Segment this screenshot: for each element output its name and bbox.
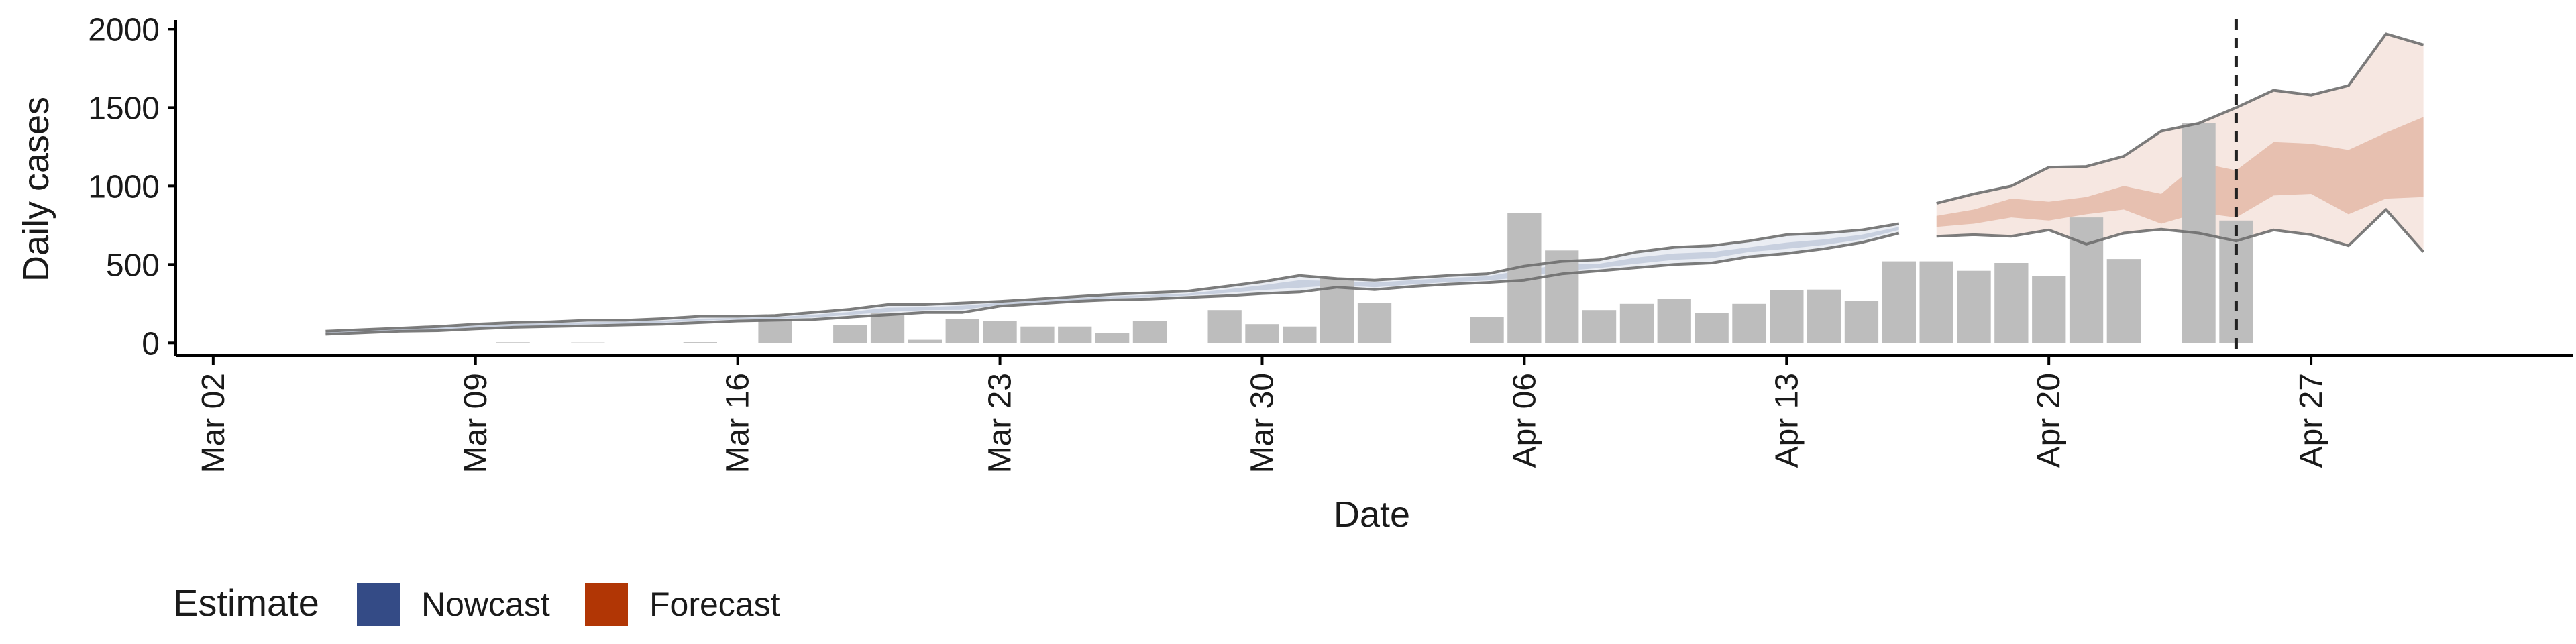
- legend-label-forecast: Forecast: [649, 586, 780, 623]
- forecast-inner-band: [1936, 117, 2424, 227]
- bar: [1657, 299, 1691, 343]
- x-tick-label: Apr 06: [1507, 373, 1542, 468]
- bar: [1619, 303, 1654, 343]
- bar: [1919, 261, 1953, 343]
- x-axis-title: Date: [1334, 494, 1410, 535]
- nowcast-upper-line: [325, 222, 1900, 333]
- legend-key-nowcast: [357, 583, 400, 626]
- bars-group: [496, 123, 2253, 343]
- bar: [1020, 326, 1055, 343]
- bar: [1582, 310, 1617, 343]
- forecast-outer-band: [1936, 34, 2424, 252]
- x-ticks: Mar 02 Mar 09 Mar 16 Mar 23 Mar 30 Apr 06 Apr …: [196, 356, 2329, 473]
- y-tick-label: 500: [106, 248, 160, 283]
- legend-title: Estimate: [173, 582, 319, 624]
- y-tick-label: 0: [142, 326, 160, 362]
- bar: [1994, 263, 2029, 343]
- bar: [870, 313, 905, 343]
- y-tick-label: 2000: [88, 12, 160, 48]
- x-tick-label: Mar 30: [1244, 373, 1280, 473]
- bar: [1695, 313, 1729, 343]
- x-tick-label: Apr 13: [1769, 373, 1805, 468]
- legend: Estimate Nowcast Forecast: [173, 582, 780, 626]
- axes: 0 500 1000 1500 2000 Mar 02 Mar 09 Mar 16 Mar 2…: [88, 12, 2573, 473]
- x-tick-label: Apr 27: [2294, 373, 2329, 468]
- legend-label-nowcast: Nowcast: [421, 586, 550, 623]
- x-tick-label: Mar 09: [458, 373, 494, 473]
- bar: [1844, 301, 1879, 343]
- bar: [908, 339, 942, 343]
- bar: [1058, 326, 1092, 343]
- bar: [683, 342, 717, 343]
- bar: [945, 319, 979, 343]
- forecast-lower-line: [1936, 208, 2425, 253]
- bar: [1770, 290, 1804, 343]
- bar: [1732, 303, 1766, 343]
- x-tick-label: Apr 20: [2031, 373, 2067, 468]
- bar: [758, 319, 792, 343]
- bar: [833, 325, 867, 343]
- bar: [1957, 270, 1991, 343]
- bar: [1245, 324, 1279, 343]
- bar: [1208, 310, 1242, 343]
- bar: [983, 321, 1017, 343]
- y-tick-label: 1500: [88, 91, 160, 126]
- y-tick-label: 1000: [88, 169, 160, 205]
- x-tick-label: Mar 23: [983, 373, 1018, 473]
- bar: [1470, 317, 1504, 343]
- bar: [1545, 250, 1579, 343]
- x-tick-label: Mar 02: [196, 373, 231, 473]
- bar: [1807, 289, 1841, 343]
- bar: [2069, 217, 2104, 343]
- forecast-upper-line: [1936, 32, 2424, 205]
- bar: [2106, 259, 2141, 343]
- bar: [1283, 326, 1317, 343]
- bar: [1132, 321, 1167, 343]
- bar: [1095, 333, 1130, 343]
- bar: [1357, 303, 1392, 343]
- estimate-bands: [325, 34, 2424, 335]
- y-ticks: 0 500 1000 1500 2000: [88, 12, 176, 362]
- legend-key-forecast: [585, 583, 628, 626]
- y-axis-title: Daily cases: [16, 97, 56, 282]
- x-tick-label: Mar 16: [720, 373, 756, 473]
- bound-lines: [325, 32, 2425, 336]
- bar: [1882, 261, 1916, 343]
- bar: [496, 342, 530, 343]
- bar: [2032, 276, 2066, 343]
- nowcast-lower-line: [325, 231, 1900, 336]
